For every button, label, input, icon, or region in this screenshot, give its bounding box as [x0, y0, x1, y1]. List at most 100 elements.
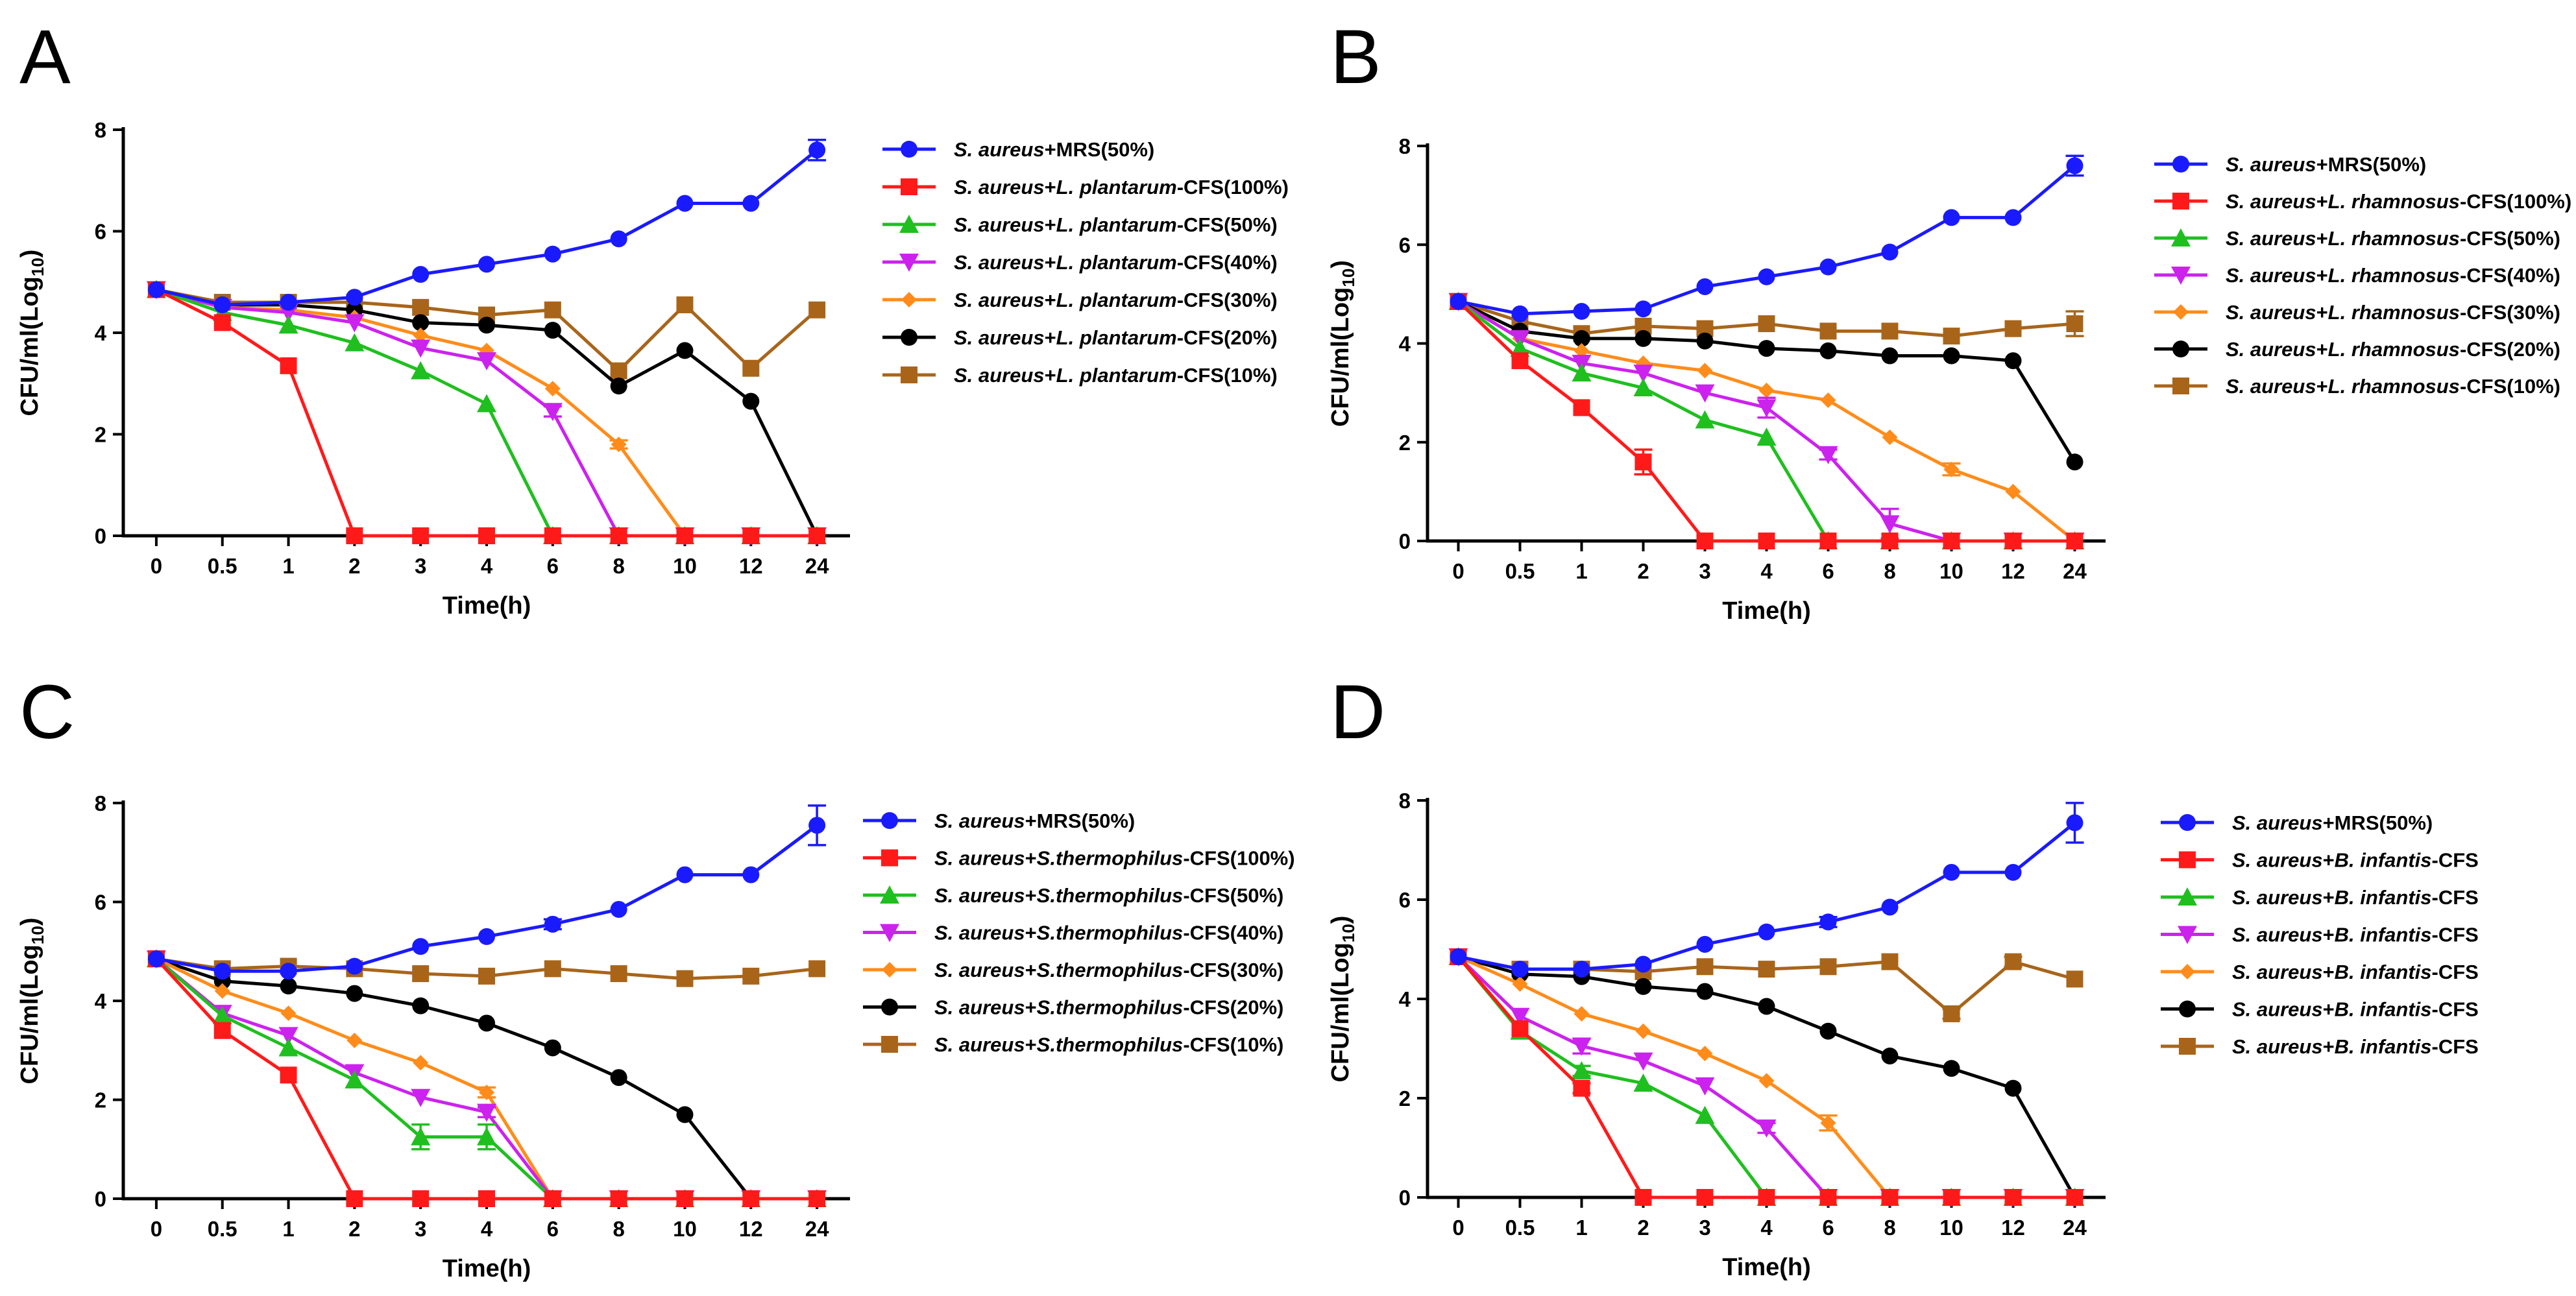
data-point	[2004, 953, 2022, 970]
data-point	[2004, 533, 2022, 549]
data-point	[1696, 332, 1714, 350]
legend-label: S. aureus+L. plantarum-CFS(10%)	[954, 364, 1278, 387]
panel-letter: C	[19, 669, 75, 755]
data-point	[676, 866, 694, 883]
data-point	[2004, 209, 2022, 226]
legend-item: S. aureus+B. infantis-CFS	[2161, 849, 2479, 872]
data-point	[2066, 814, 2084, 832]
data-point	[147, 281, 165, 298]
legend-marker	[901, 292, 917, 307]
legend-marker	[881, 849, 898, 867]
data-point	[1881, 243, 1899, 261]
data-point	[610, 900, 627, 918]
data-point	[1819, 1022, 1837, 1040]
data-point	[544, 245, 561, 263]
y-tick-label: 2	[95, 1088, 106, 1112]
legend-marker	[881, 998, 898, 1016]
data-point	[1820, 392, 1836, 409]
data-point	[412, 1190, 430, 1207]
data-point	[346, 289, 363, 306]
legend-marker	[2180, 964, 2195, 979]
data-point	[808, 527, 826, 544]
data-point	[1818, 446, 1838, 464]
legend-label: S. aureus+L. rhamnosus-CFS(100%)	[2226, 190, 2571, 213]
data-point	[1695, 1077, 1715, 1096]
series-line	[156, 957, 818, 1201]
data-point	[1696, 533, 1714, 549]
data-point	[1450, 293, 1467, 310]
data-point	[1572, 1061, 1592, 1079]
data-point	[610, 965, 627, 983]
data-point	[412, 527, 430, 544]
data-point	[1881, 1189, 1899, 1206]
data-point	[2066, 1189, 2084, 1206]
x-tick-label: 3	[1699, 559, 1710, 583]
data-point	[2004, 1189, 2022, 1206]
data-point	[413, 327, 429, 343]
data-point	[1572, 1037, 1592, 1056]
data-point	[1511, 961, 1529, 978]
data-point	[808, 960, 826, 978]
data-point	[1758, 315, 1775, 333]
y-tick-label: 6	[1399, 233, 1411, 257]
legend: S. aureus+MRS(50%) S. aureus+B. infantis-…	[2161, 811, 2479, 1058]
legend-marker	[901, 329, 917, 346]
data-point	[278, 1038, 298, 1057]
x-tick-label: 10	[673, 1217, 697, 1241]
x-tick-label: 0	[1452, 559, 1464, 583]
data-point	[610, 362, 627, 379]
data-point	[1696, 278, 1714, 295]
x-tick-label: 2	[1637, 1216, 1649, 1240]
data-point	[676, 1190, 694, 1207]
data-point	[1634, 978, 1652, 995]
x-tick-label: 6	[547, 554, 559, 578]
data-point	[544, 381, 561, 397]
x-tick-label: 12	[2001, 1216, 2025, 1240]
y-axis-title: CFU/ml(Log10)	[16, 250, 47, 416]
legend-item: S. aureus+B. infantis-CFS	[2161, 924, 2479, 946]
series-2	[146, 949, 827, 1207]
data-point	[280, 1066, 297, 1084]
legend-item: S. aureus+L. rhamnosus-CFS(100%)	[2154, 190, 2571, 213]
data-point	[742, 195, 760, 212]
data-point	[213, 296, 231, 313]
series-1	[147, 281, 826, 544]
data-point	[1819, 1189, 1837, 1206]
data-point	[742, 1190, 760, 1207]
legend-item: S. aureus+S.thermophilus-CFS(50%)	[863, 884, 1283, 907]
legend-item: S. aureus+L. plantarum-CFS(50%)	[882, 213, 1278, 236]
data-point	[1512, 976, 1528, 992]
series-3	[146, 950, 827, 1208]
series-0	[147, 804, 827, 980]
series-6	[1450, 293, 2084, 345]
series-1	[1450, 948, 2084, 1206]
legend-item: S. aureus+S.thermophilus-CFS(10%)	[863, 1033, 1283, 1056]
data-point	[1758, 998, 1775, 1015]
legend-label: S. aureus+S.thermophilus-CFS(30%)	[934, 959, 1283, 981]
data-point	[2066, 533, 2084, 549]
legend-item: S. aureus+B. infantis-CFS	[2161, 886, 2479, 909]
data-point	[542, 403, 563, 422]
data-point	[1573, 399, 1590, 416]
series-0	[1450, 802, 2084, 978]
legend-label: S. aureus+L. plantarum-CFS(40%)	[954, 251, 1278, 274]
data-point	[1881, 322, 1899, 340]
data-point	[676, 342, 694, 359]
x-tick-label: 8	[1884, 1216, 1895, 1240]
y-tick-label: 0	[1399, 529, 1411, 553]
series-line	[155, 957, 818, 1201]
data-point	[280, 978, 297, 995]
data-point	[1820, 1115, 1836, 1131]
data-point	[1695, 410, 1715, 429]
data-point	[1697, 1046, 1713, 1062]
legend-item: S. aureus+L. plantarum-CFS(30%)	[882, 289, 1278, 311]
data-point	[346, 1033, 363, 1048]
x-tick-label: 0	[1452, 1216, 1464, 1240]
legend-item: S. aureus+L. plantarum-CFS(20%)	[882, 326, 1278, 349]
x-tick-label: 4	[1760, 559, 1773, 583]
legend-label: S. aureus+B. infantis-CFS	[2232, 1035, 2479, 1058]
y-tick-label: 6	[1399, 888, 1411, 912]
data-point	[1633, 1052, 1653, 1071]
data-point	[676, 296, 694, 313]
data-point	[544, 301, 561, 318]
